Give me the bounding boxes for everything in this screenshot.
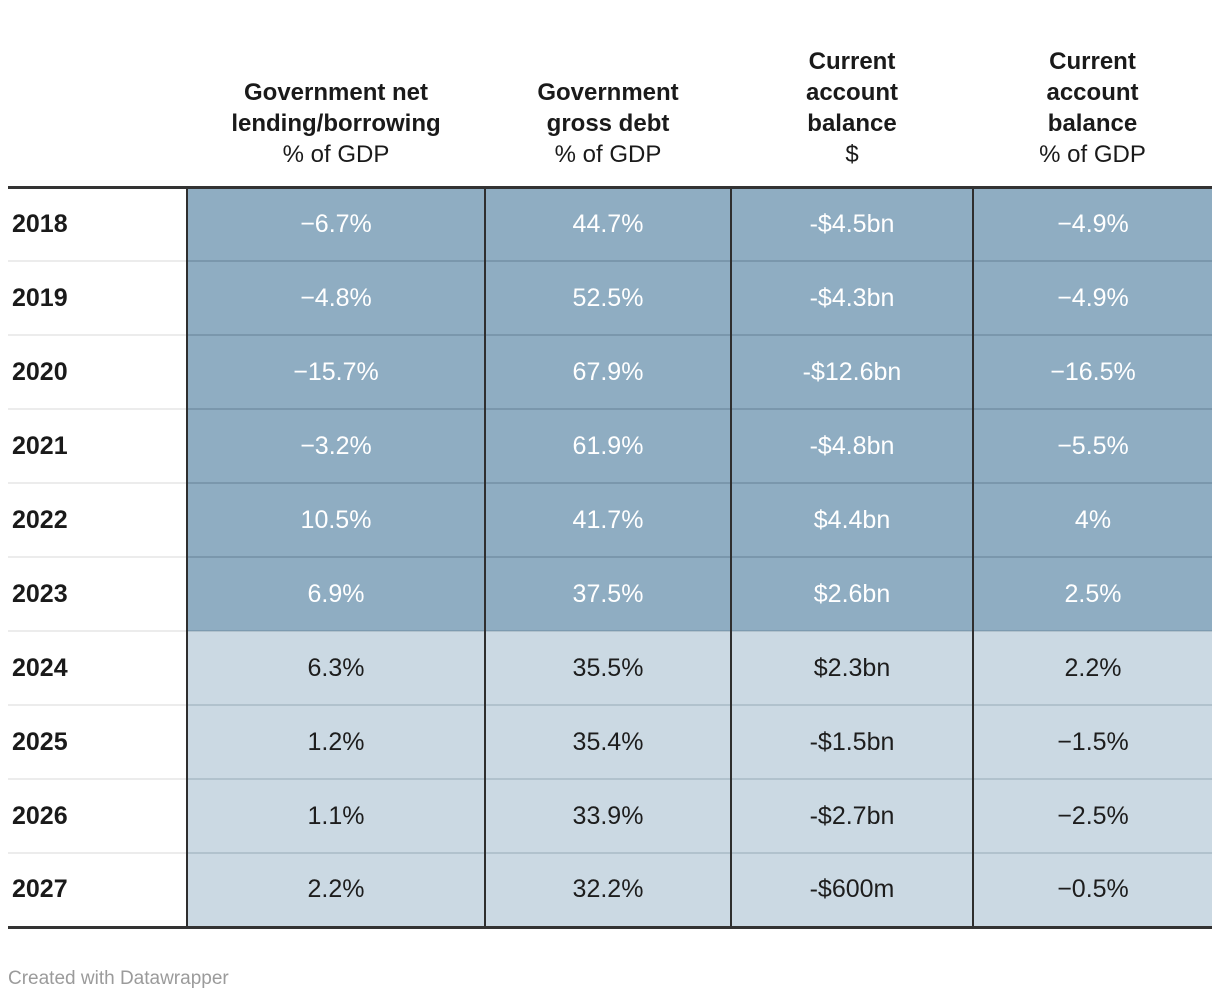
value-cell: 61.9% [484, 408, 731, 483]
column-unit: % of GDP [1039, 140, 1146, 168]
table-row: 2025 1.2% 35.4% -$1.5bn −1.5% [8, 704, 1212, 779]
column-header: Government gross debt % of GDP [485, 0, 731, 189]
value-cell: 33.9% [484, 778, 731, 853]
value-cell: 4% [972, 482, 1212, 557]
column-unit: % of GDP [282, 140, 390, 168]
value-cell: −1.5% [972, 704, 1212, 779]
column-title: Government net lending/borrowing [231, 78, 441, 137]
value-cell: 67.9% [484, 334, 731, 409]
value-cell: 10.5% [186, 482, 485, 557]
table-row: 2018 −6.7% 44.7% -$4.5bn −4.9% [8, 186, 1212, 261]
value-cell: −4.9% [972, 186, 1212, 261]
value-cell: 44.7% [484, 186, 731, 261]
value-cell: -$600m [730, 852, 973, 929]
year-cell: 2018 [8, 186, 187, 261]
value-cell: -$12.6bn [730, 334, 973, 409]
value-cell: 32.2% [484, 852, 731, 929]
value-cell: 2.5% [972, 556, 1212, 631]
table-row: 2020 −15.7% 67.9% -$12.6bn −16.5% [8, 334, 1212, 409]
column-header: Government net lending/borrowing % of GDP [187, 0, 485, 189]
value-cell: -$4.3bn [730, 260, 973, 335]
table-row: 2022 10.5% 41.7% $4.4bn 4% [8, 482, 1212, 557]
year-cell: 2020 [8, 334, 187, 409]
value-cell: 41.7% [484, 482, 731, 557]
value-cell: -$1.5bn [730, 704, 973, 779]
column-unit: $ [845, 140, 859, 168]
year-cell: 2025 [8, 704, 187, 779]
table-row: 2027 2.2% 32.2% -$600m −0.5% [8, 852, 1212, 929]
data-table: Government net lending/borrowing % of GDP… [8, 0, 1212, 929]
value-cell: -$2.7bn [730, 778, 973, 853]
table-row: 2024 6.3% 35.5% $2.3bn 2.2% [8, 630, 1212, 705]
table-body: 2018 −6.7% 44.7% -$4.5bn −4.9% 2019 −4.8% 52.5%… [8, 186, 1212, 929]
value-cell: −2.5% [972, 778, 1212, 853]
value-cell: −0.5% [972, 852, 1212, 929]
table-row: 2019 −4.8% 52.5% -$4.3bn −4.9% [8, 260, 1212, 335]
value-cell: 2.2% [972, 630, 1212, 705]
value-cell: 6.9% [186, 556, 485, 631]
column-title: Current account balance [805, 47, 898, 137]
year-cell: 2021 [8, 408, 187, 483]
column-header: Current account balance % of GDP [973, 0, 1212, 189]
year-cell: 2022 [8, 482, 187, 557]
year-cell: 2024 [8, 630, 187, 705]
value-cell: $2.6bn [730, 556, 973, 631]
value-cell: 2.2% [186, 852, 485, 929]
value-cell: 35.4% [484, 704, 731, 779]
column-title: Current account balance [1046, 47, 1139, 137]
table-row: 2026 1.1% 33.9% -$2.7bn −2.5% [8, 778, 1212, 853]
year-cell: 2019 [8, 260, 187, 335]
value-cell: 35.5% [484, 630, 731, 705]
value-cell: −4.8% [186, 260, 485, 335]
value-cell: −5.5% [972, 408, 1212, 483]
value-cell: $2.3bn [730, 630, 973, 705]
table-row: 2021 −3.2% 61.9% -$4.8bn −5.5% [8, 408, 1212, 483]
value-cell: -$4.5bn [730, 186, 973, 261]
value-cell: $4.4bn [730, 482, 973, 557]
value-cell: 52.5% [484, 260, 731, 335]
year-cell: 2026 [8, 778, 187, 853]
value-cell: 1.2% [186, 704, 485, 779]
year-column-header [8, 0, 187, 189]
table-header: Government net lending/borrowing % of GDP… [8, 0, 1212, 189]
value-cell: -$4.8bn [730, 408, 973, 483]
column-unit: % of GDP [554, 140, 662, 168]
credit-text: Created with Datawrapper [8, 967, 229, 989]
column-header: Current account balance $ [731, 0, 973, 189]
column-title: Government gross debt [537, 78, 679, 137]
value-cell: 6.3% [186, 630, 485, 705]
attribution: Created with Datawrapper [8, 967, 1212, 991]
table-row: 2023 6.9% 37.5% $2.6bn 2.5% [8, 556, 1212, 631]
year-cell: 2027 [8, 852, 187, 929]
value-cell: −3.2% [186, 408, 485, 483]
value-cell: 1.1% [186, 778, 485, 853]
header-row: Government net lending/borrowing % of GDP… [8, 0, 1212, 189]
value-cell: 37.5% [484, 556, 731, 631]
year-cell: 2023 [8, 556, 187, 631]
value-cell: −6.7% [186, 186, 485, 261]
value-cell: −15.7% [186, 334, 485, 409]
value-cell: −4.9% [972, 260, 1212, 335]
value-cell: −16.5% [972, 334, 1212, 409]
